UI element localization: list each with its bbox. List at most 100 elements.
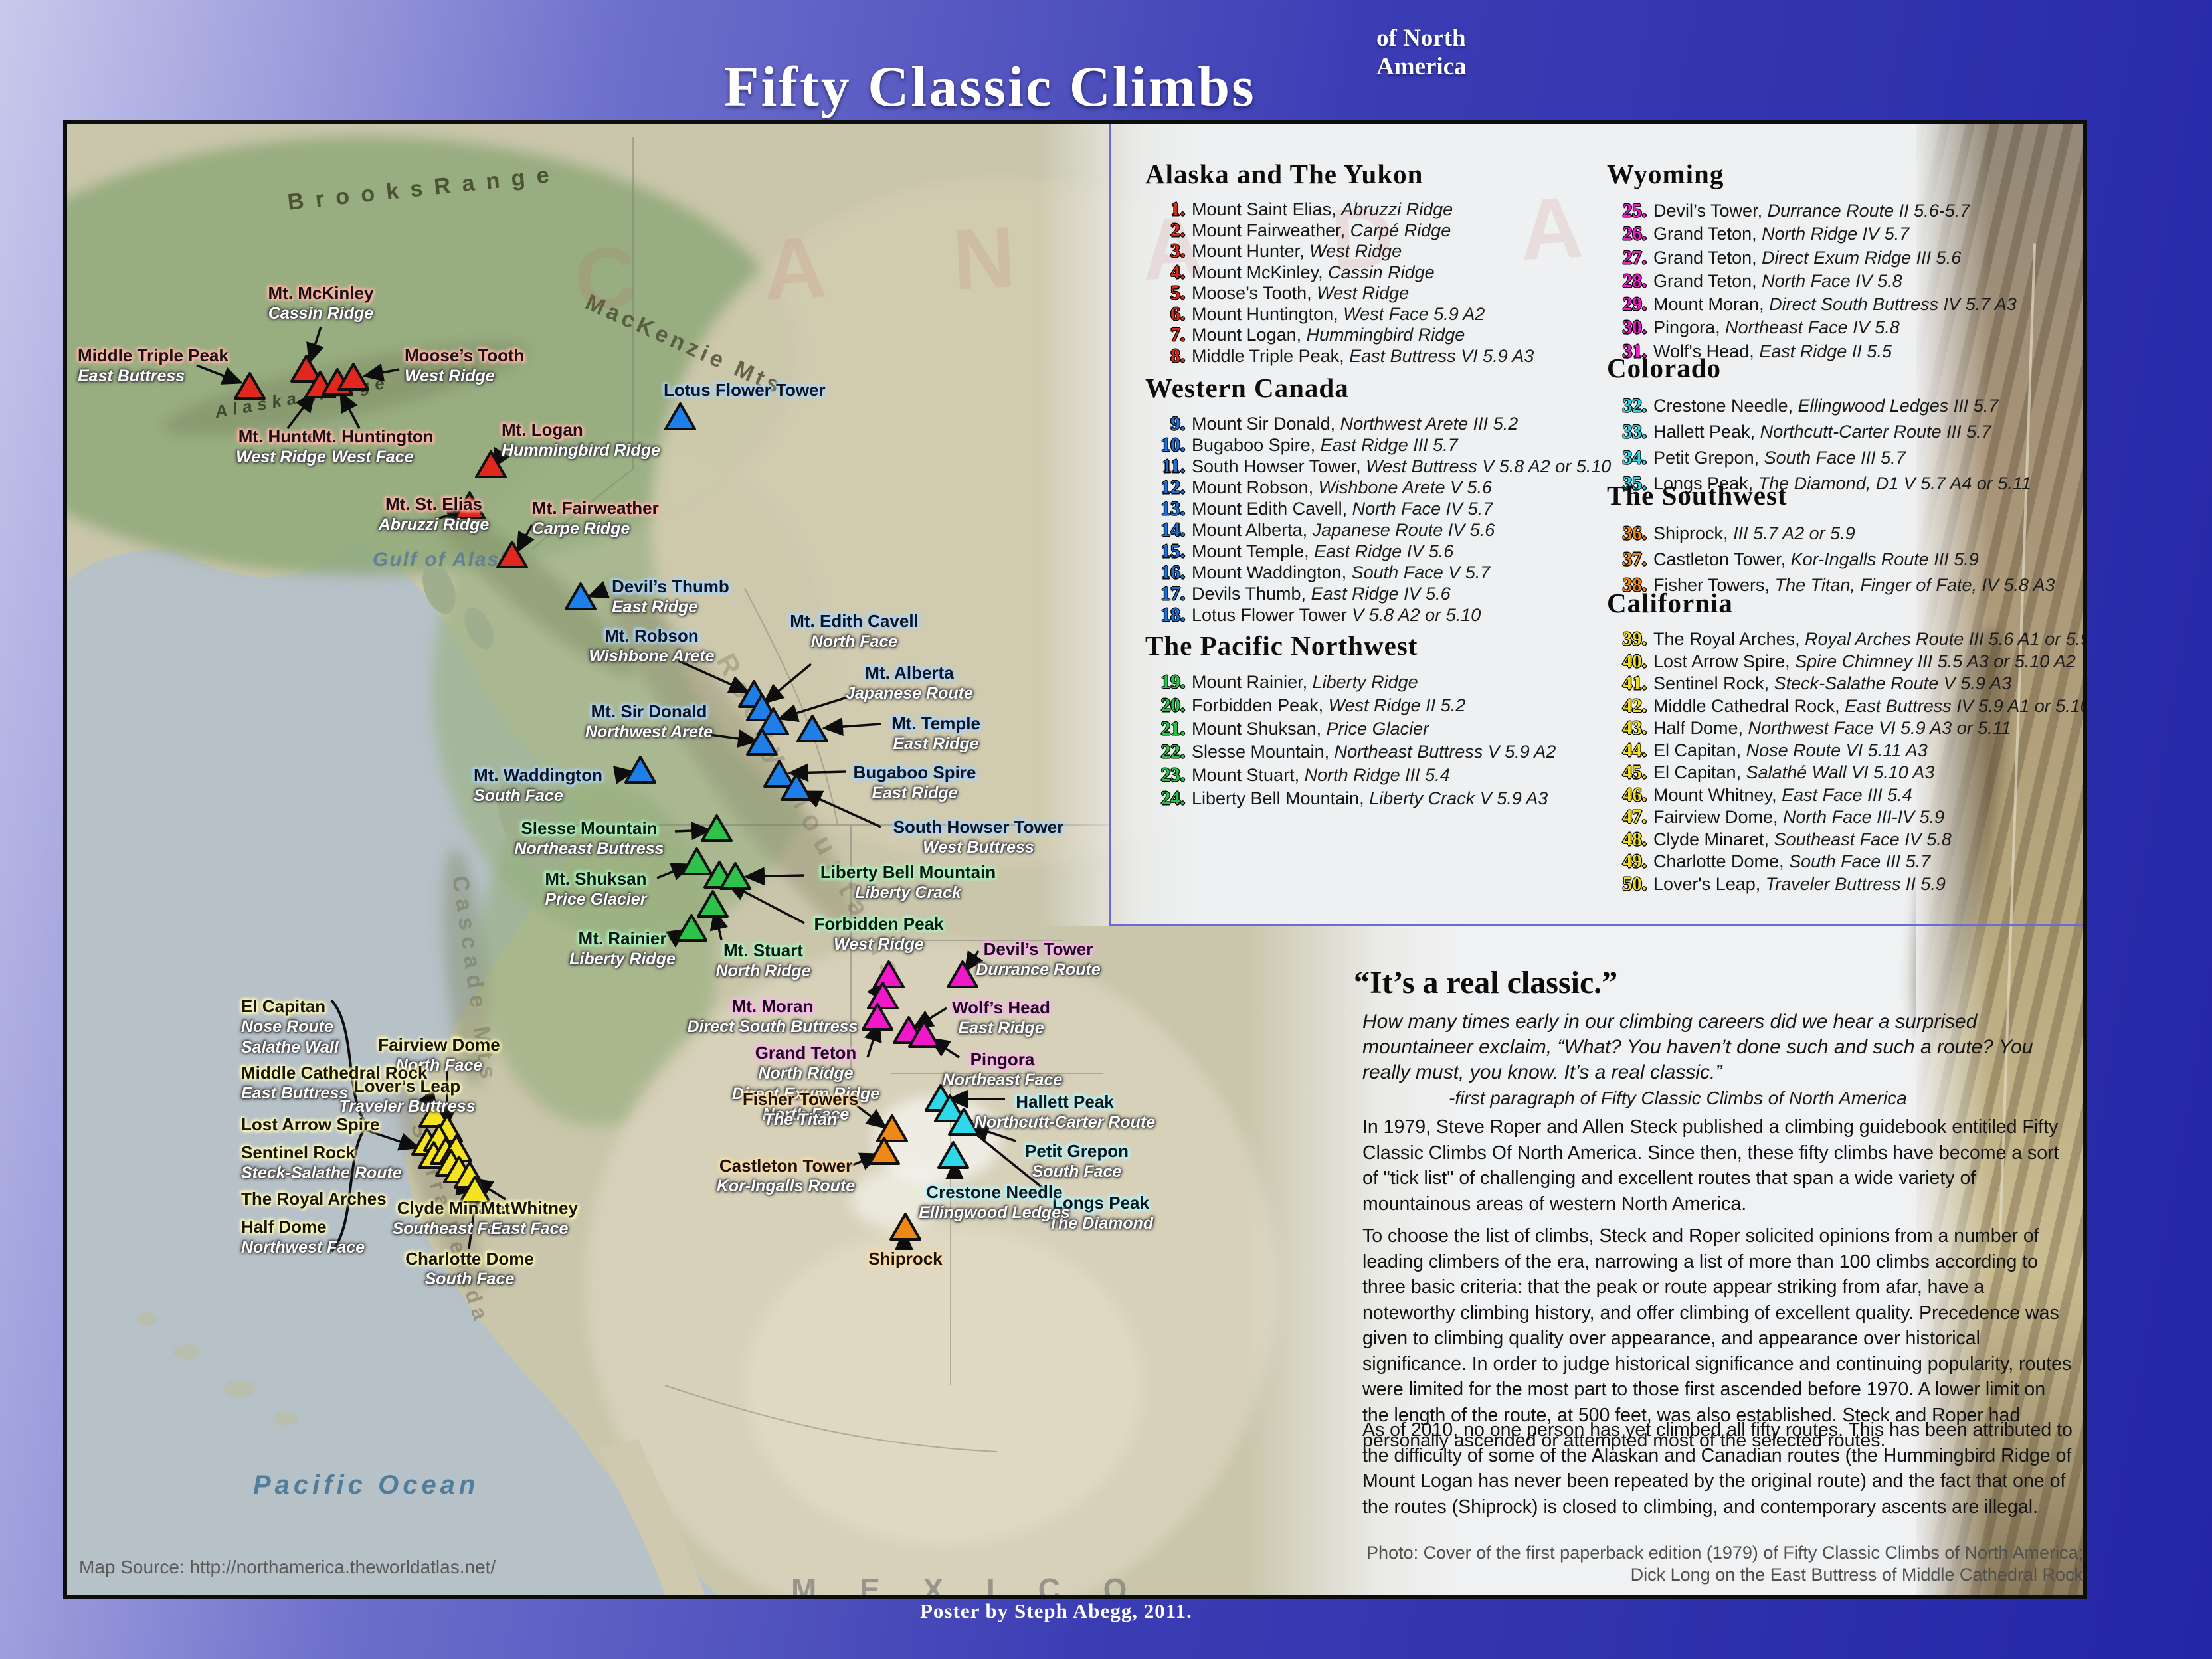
- peak-name: Mt. Waddington: [474, 765, 602, 785]
- item-route: East Ridge II 5.5: [1759, 341, 1892, 361]
- item-peak: Half Dome,: [1653, 718, 1748, 738]
- list-item: 28. Grand Teton, North Face IV 5.8: [1607, 270, 2083, 293]
- peak-name: Hallett Peak: [1016, 1092, 1114, 1112]
- marker-waddington: [624, 756, 656, 784]
- list-item: 15. Mount Temple, East Ridge IV 5.6: [1145, 541, 1630, 562]
- peak-name: Mt. Hunter: [238, 426, 324, 446]
- route-name: Ellingwood Ledges: [919, 1203, 1070, 1222]
- item-number: 9.: [1170, 413, 1185, 434]
- item-route: Traveler Buttress II 5.9: [1765, 873, 1946, 894]
- list-item: 13. Mount Edith Cavell, North Face IV 5.7: [1145, 498, 1630, 519]
- peak-name: Pingora: [970, 1049, 1035, 1069]
- marker-stuart: [697, 890, 729, 918]
- peak-name: Mt. Moran: [731, 996, 814, 1016]
- item-route: Ellingwood Ledges III 5.7: [1797, 396, 1999, 416]
- item-peak: South Howser Tower,: [1192, 456, 1366, 476]
- list-item: 37. Castleton Tower, Kor-Ingalls Route II…: [1607, 547, 2083, 572]
- item-route: Durrance Route II 5.6-5.7: [1767, 201, 1970, 220]
- list-item: 7. Mount Logan, Hummingbird Ridge: [1145, 324, 1630, 346]
- route-name: Northcutt-Carter Route: [974, 1113, 1156, 1132]
- list-item: 3. Mount Hunter, West Ridge: [1145, 240, 1630, 262]
- route-name: Kor-Ingalls Route: [716, 1177, 856, 1195]
- route-name: Northeast Buttress: [514, 839, 664, 858]
- peak-name: Grand Teton: [755, 1043, 857, 1063]
- item-route: South Face III 5.7: [1789, 851, 1931, 871]
- item-route: Spire Chimney III 5.5 A3 or 5.10 A2: [1795, 651, 2076, 671]
- route-name: East Ridge: [958, 1019, 1044, 1037]
- list-item: 21. Mount Shuksan, Price Glacier: [1145, 717, 1630, 741]
- item-number: 7.: [1170, 324, 1185, 345]
- item-route: Abruzzi Ridge: [1341, 199, 1453, 219]
- item-route: North Face III-IV 5.9: [1783, 807, 1945, 827]
- peak-name: Lost Arrow Spire: [241, 1114, 380, 1134]
- route-name: East Ridge: [872, 784, 958, 802]
- arrow-32: [844, 1096, 887, 1130]
- marker-alberta: [757, 707, 789, 735]
- peak-name: Mt. Rainier: [578, 928, 667, 948]
- map-label-hunter: Mt. Hunter West Ridge: [236, 426, 326, 468]
- item-peak: Mount Fairweather,: [1192, 220, 1350, 240]
- list-item: 9. Mount Sir Donald, Northwest Arete III …: [1145, 413, 1630, 434]
- marker-charlotte-dome: [459, 1176, 491, 1203]
- item-number: 20.: [1160, 695, 1185, 716]
- quote-text: How many times early in our climbing car…: [1362, 1011, 2033, 1083]
- item-route: Direct Exum Ridge III 5.6: [1762, 247, 1962, 268]
- item-peak: Mount Alberta,: [1192, 520, 1313, 540]
- item-number: 14.: [1160, 519, 1185, 541]
- list-item: 5. Moose’s Tooth, West Ridge: [1145, 282, 1630, 304]
- peak-name: Forbidden Peak: [814, 914, 944, 934]
- route-name: East Buttress: [241, 1084, 349, 1102]
- list-item: 24. Liberty Bell Mountain, Liberty Crack …: [1145, 787, 1630, 810]
- list-item: 31. Wolf's Head, East Ridge II 5.5: [1607, 340, 2083, 363]
- map-label-half-dome: Half Dome Northwest Face: [241, 1217, 365, 1258]
- route-name: Traveler Buttress: [339, 1097, 476, 1116]
- item-number: 2.: [1170, 219, 1185, 241]
- peak-name: Longs Peak: [1052, 1193, 1149, 1213]
- item-route: South Face V 5.7: [1351, 563, 1491, 582]
- route-name: Japanese Route: [846, 684, 973, 703]
- item-route: East Ridge IV 5.6: [1311, 584, 1451, 604]
- item-route: North Ridge IV 5.7: [1762, 224, 1910, 244]
- arrow-8: [587, 580, 610, 599]
- map-label-alberta: Mt. Alberta Japanese Route: [846, 663, 973, 704]
- region-section-pnw: The Pacific Northwest 19. Mount Rainier, L…: [1145, 630, 1630, 810]
- item-route: North Face IV 5.7: [1352, 499, 1493, 519]
- item-route: West Ridge II 5.2: [1328, 695, 1466, 715]
- map-label-robson: Mt. Robson Wishbone Arete: [589, 626, 714, 667]
- route-name: Cassin Ridge: [268, 304, 374, 323]
- map-overlay: [196, 326, 1045, 1253]
- map-label-logan: Mt. Logan Hummingbird Ridge: [502, 420, 660, 461]
- arrow-9: [678, 659, 751, 693]
- list-item: 50. Lover's Leap, Traveler Buttress II 5.…: [1607, 873, 2083, 896]
- peak-name: Mt. Logan: [502, 420, 583, 440]
- item-peak: Mount Whitney,: [1653, 784, 1782, 805]
- item-peak: Middle Triple Peak,: [1192, 345, 1350, 366]
- item-route: The Diamond, D1 V 5.7 A4 or 5.11: [1758, 474, 2031, 493]
- list-item: 44. El Capitan, Nose Route VI 5.11 A3: [1607, 740, 2083, 762]
- route-name: Salathe Wall: [241, 1038, 339, 1057]
- item-peak: Charlotte Dome,: [1653, 851, 1790, 871]
- map-panel: B r o o k s R a n g e MacKenzie Mts C A N …: [63, 120, 2087, 1599]
- peak-name: Devil’s Thumb: [612, 576, 729, 596]
- list-item: 29. Mount Moran, Direct South Buttress IV…: [1607, 293, 2083, 316]
- item-number: 28.: [1622, 270, 1647, 292]
- item-number: 13.: [1160, 498, 1185, 519]
- list-item: 17. Devils Thumb, East Ridge IV 5.6: [1145, 583, 1630, 604]
- item-route: Northeast Face IV 5.8: [1725, 317, 1900, 338]
- item-peak: Lotus Flower Tower: [1192, 605, 1352, 625]
- arrow-2: [362, 363, 400, 382]
- list-item: 23. Mount Stuart, North Ridge III 5.4: [1145, 764, 1630, 787]
- item-peak: Wolf's Head,: [1653, 341, 1760, 361]
- route-name: Southeast Face: [392, 1219, 515, 1238]
- list-item: 30. Pingora, Northeast Face IV 5.8: [1607, 316, 2083, 339]
- map-label-castleton: Castleton Tower Kor-Ingalls Route: [717, 1156, 855, 1197]
- map-label-devils-thumb: Devil’s Thumb East Ridge: [612, 576, 729, 618]
- item-route: West Buttress V 5.8 A2 or 5.10: [1366, 456, 1612, 476]
- route-name: The Diamond: [1048, 1214, 1154, 1233]
- item-peak: Middle Cathedral Rock,: [1653, 695, 1845, 716]
- item-route: West Ridge: [1309, 241, 1402, 261]
- route-name: North Ridge: [715, 962, 811, 980]
- item-number: 22.: [1160, 741, 1185, 762]
- list-item: 41. Sentinel Rock, Steck-Salathe Route V …: [1607, 673, 2083, 695]
- map-label-lovers-leap: Lover’s Leap Traveler Buttress: [339, 1076, 475, 1117]
